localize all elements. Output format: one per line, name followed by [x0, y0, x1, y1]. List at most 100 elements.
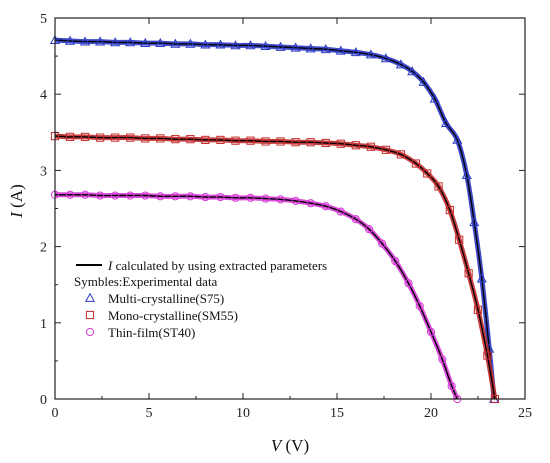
data-point: [141, 191, 150, 200]
data-point: [230, 40, 241, 50]
data-point: [141, 134, 150, 143]
data-point: [350, 47, 361, 57]
data-point: [351, 215, 360, 224]
x-tick-label: 0: [52, 406, 59, 421]
data-point: [231, 193, 240, 202]
data-point: [231, 136, 240, 145]
data-point: [411, 159, 421, 168]
data-point: [438, 355, 447, 364]
data-point: [321, 138, 330, 148]
data-point: [455, 235, 464, 244]
data-point: [186, 192, 195, 201]
calculated-curve: [54, 135, 496, 400]
data-point: [156, 192, 165, 201]
data-point: [80, 36, 91, 46]
data-point: [364, 224, 374, 234]
data-point: [170, 38, 181, 48]
data-point: [321, 202, 330, 211]
data-point: [201, 135, 210, 145]
data-point: [395, 59, 406, 69]
data-point: [418, 76, 429, 86]
x-tick-label: 20: [424, 406, 438, 421]
data-point: [215, 39, 226, 49]
data-point: [445, 205, 454, 215]
legend-marker-circle: [85, 327, 95, 337]
x-axis-label-unit: (V): [281, 436, 309, 455]
data-point: [216, 192, 225, 202]
data-point: [407, 66, 418, 76]
y-tick-label: 3: [40, 164, 47, 179]
data-point: [276, 137, 285, 146]
legend-entries: Multi-crystalline(S75) Mono-crystalline(S…: [84, 291, 238, 340]
legend: I calculated by using extracted paramete…: [74, 258, 327, 340]
legend-series-label: Mono-crystalline(SM55): [108, 308, 238, 323]
data-point: [125, 37, 136, 47]
data-point: [275, 41, 286, 51]
y-tick-label: 0: [40, 393, 47, 408]
series-triangle: [49, 34, 500, 403]
axis-layer: 0 5 10 15 20 25 0 1 2 3 4 5: [40, 12, 532, 421]
data-point: [96, 191, 105, 200]
data-point: [64, 35, 76, 45]
data-point: [429, 93, 440, 103]
data-point: [96, 133, 105, 142]
y-tick-label: 2: [40, 241, 47, 256]
data-point: [95, 36, 106, 46]
data-point: [126, 191, 135, 200]
data-point: [415, 301, 424, 311]
y-axis-label-unit: (A): [7, 184, 26, 212]
series-layer: [49, 34, 500, 404]
calculated-curve: [54, 39, 495, 400]
data-point: [290, 42, 301, 52]
legend-series-label: Multi-crystalline(S75): [108, 291, 224, 306]
data-point: [216, 135, 225, 145]
legend-series-label: Thin-film(ST40): [108, 325, 195, 340]
data-point: [291, 196, 300, 205]
data-point: [186, 135, 195, 144]
data-point: [171, 135, 180, 144]
x-tick-label: 15: [330, 406, 344, 421]
data-point: [260, 40, 271, 51]
data-point: [245, 40, 256, 50]
data-point: [261, 194, 270, 203]
data-point: [320, 44, 331, 54]
x-tick-label: 25: [518, 406, 532, 421]
data-point: [306, 199, 315, 208]
data-point: [378, 239, 387, 248]
data-point: [464, 269, 473, 278]
data-point: [461, 169, 472, 179]
data-point: [200, 39, 211, 49]
calculated-curve: [54, 194, 458, 400]
data-point: [473, 305, 483, 314]
data-point: [305, 43, 316, 53]
legend-line-text: calculated by using extracted parameters: [112, 258, 327, 273]
data-point: [469, 216, 480, 227]
y-tick-label: 1: [40, 317, 47, 332]
data-point: [140, 37, 151, 48]
data-point: [111, 191, 120, 200]
data-point: [365, 49, 376, 59]
x-tick-label: 5: [146, 406, 153, 421]
data-point: [336, 207, 345, 216]
data-point: [423, 169, 432, 178]
data-point: [483, 351, 492, 360]
data-point: [185, 38, 196, 48]
data-point: [396, 150, 406, 159]
data-point: [261, 137, 270, 146]
data-point: [156, 134, 165, 143]
data-point: [80, 190, 90, 199]
legend-marker-triangle: [84, 292, 96, 302]
data-point: [452, 134, 463, 144]
legend-symbols-title: Symbles:Experimental data: [74, 274, 218, 289]
data-point: [404, 279, 413, 288]
y-axis-label-var: I: [7, 211, 26, 219]
y-tick-label: 5: [40, 12, 47, 27]
data-point: [201, 192, 210, 202]
x-axis-label-var: V: [271, 436, 284, 455]
data-point: [366, 142, 375, 151]
data-point: [306, 138, 315, 147]
legend-line-entry: I calculated by using extracted paramete…: [107, 258, 327, 273]
data-point: [434, 182, 443, 191]
x-tick-label: 10: [236, 406, 250, 421]
